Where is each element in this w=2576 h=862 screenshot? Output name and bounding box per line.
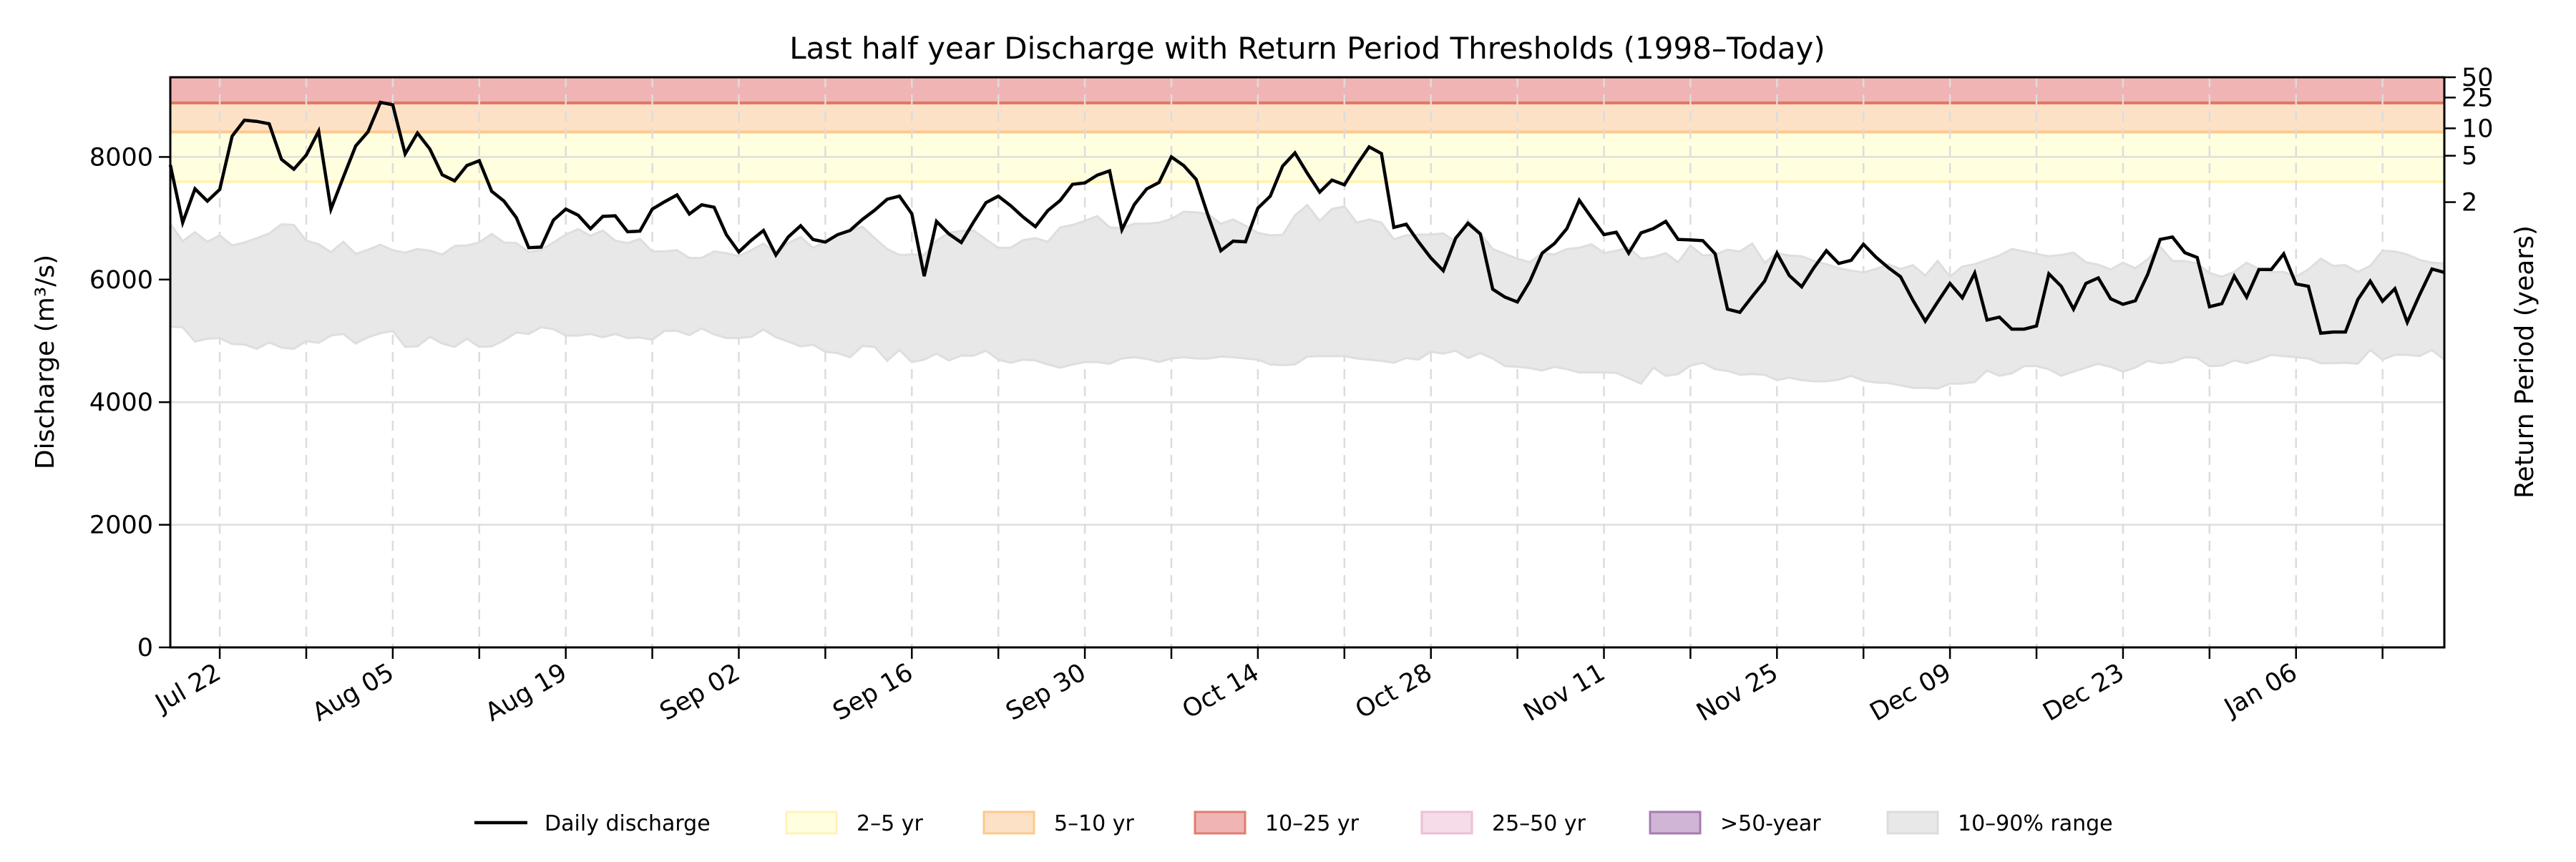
legend-label: 5–10 yr: [1054, 811, 1135, 836]
y-axis-right-label: Return Period (years): [2510, 225, 2540, 499]
legend-label: >50-year: [1720, 811, 1821, 836]
chart-title: Last half year Discharge with Return Per…: [789, 31, 1825, 66]
x-tick-label: Nov 11: [1519, 658, 1610, 728]
x-tick-label: Oct 28: [1351, 658, 1438, 725]
y-right-tick-label: 2: [2462, 189, 2477, 217]
y-right-tick-label: 10: [2462, 114, 2494, 143]
threshold-bands: [170, 77, 2444, 182]
y-tick-label: 4000: [89, 388, 153, 417]
range-band-area: [170, 205, 2444, 388]
x-tick-label: Sep 02: [655, 658, 745, 726]
y-right-tick-label: 50: [2462, 64, 2494, 92]
y-tick-label: 8000: [89, 143, 153, 172]
x-tick-label: Oct 14: [1178, 658, 1264, 725]
x-tick-label: Nov 25: [1692, 658, 1782, 728]
x-tick-label: Sep 30: [1001, 658, 1091, 726]
y-right-tick-label: 5: [2462, 142, 2477, 171]
legend-label: 25–50 yr: [1492, 811, 1586, 836]
x-tick-label: Jan 06: [2219, 658, 2303, 723]
y-axis-label: Discharge (m³/s): [31, 255, 60, 469]
x-tick-label: Dec 23: [2039, 658, 2129, 727]
threshold-band: [170, 77, 2444, 103]
y-tick-label: 2000: [89, 511, 153, 540]
legend-swatch: [786, 812, 836, 833]
range-band: [170, 205, 2444, 388]
legend-label: Daily discharge: [545, 811, 711, 836]
legend-swatch: [1422, 812, 1472, 833]
legend: Daily discharge 2–5 yr 5–10 yr 10–25 yr 25–5…: [474, 811, 2113, 836]
x-tick-label: Dec 09: [1865, 658, 1956, 727]
legend-swatch: [984, 812, 1034, 833]
legend-swatch: [1650, 812, 1700, 833]
legend-label: 10–25 yr: [1265, 811, 1360, 836]
x-tick-label: Sep 16: [828, 658, 917, 726]
legend-label: 2–5 yr: [857, 811, 923, 836]
y-tick-label: 6000: [89, 266, 153, 295]
legend-swatch: [1195, 812, 1245, 833]
y-tick-label: 0: [137, 634, 153, 662]
legend-swatch: [1888, 812, 1938, 833]
x-tick-label: Aug 19: [481, 658, 572, 728]
legend-label: 10–90% range: [1958, 811, 2113, 836]
threshold-band: [170, 103, 2444, 132]
x-tick-label: Jul 22: [150, 658, 226, 719]
x-tick-label: Aug 05: [308, 658, 399, 728]
